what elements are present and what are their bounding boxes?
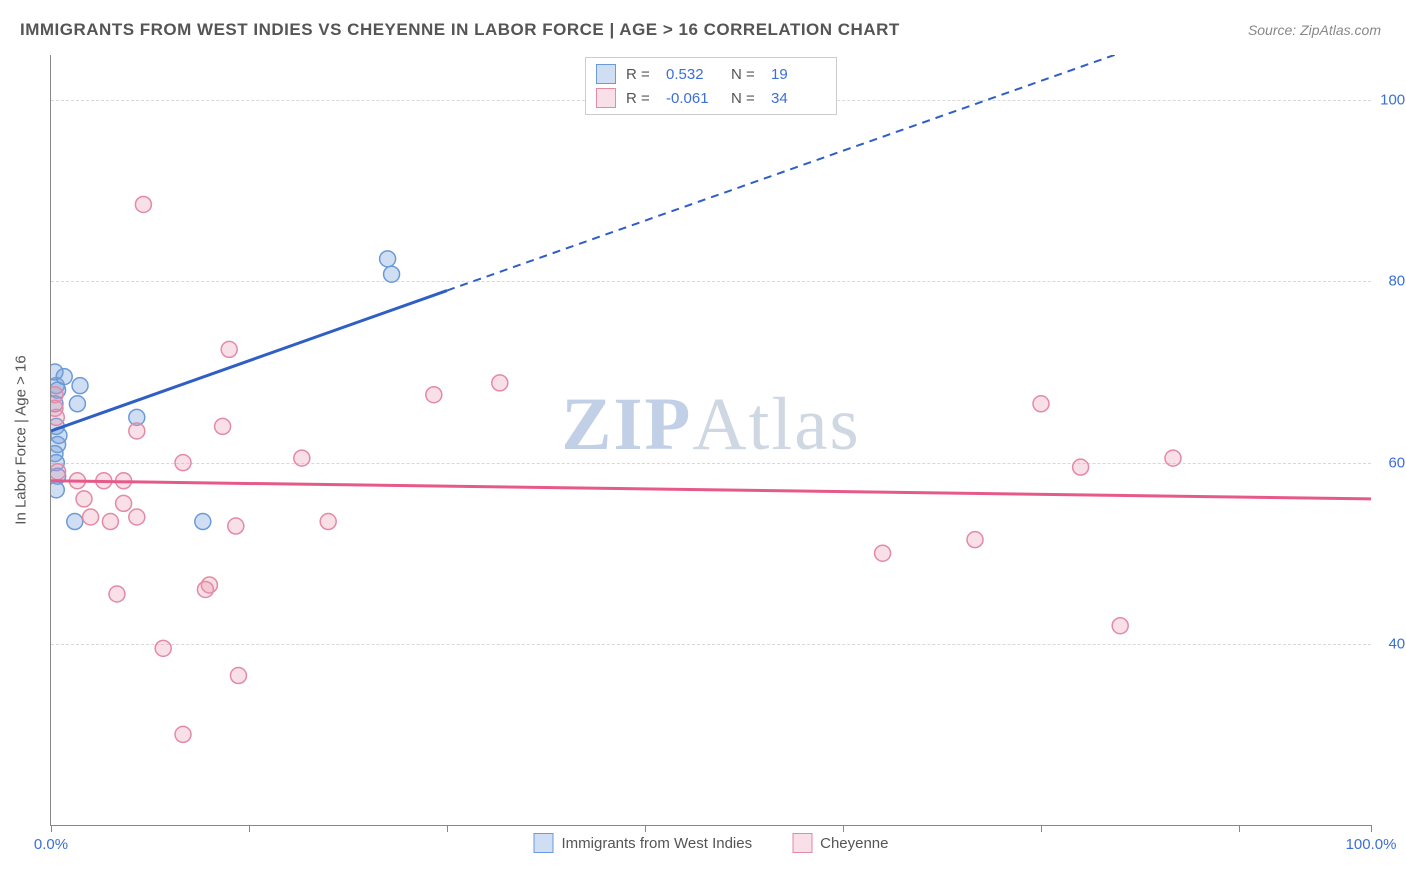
y-tick-label: 40.0% (1376, 635, 1406, 652)
data-point (109, 586, 125, 602)
data-point (1112, 618, 1128, 634)
data-point (116, 495, 132, 511)
trend-line (51, 481, 1371, 499)
data-point (56, 369, 72, 385)
data-point (320, 514, 336, 530)
y-axis-label: In Labor Force | Age > 16 (13, 355, 30, 524)
legend-n-label: N = (731, 90, 761, 107)
data-point (1165, 450, 1181, 466)
legend-swatch (534, 833, 554, 853)
data-point (197, 581, 213, 597)
data-point (215, 418, 231, 434)
data-point (51, 409, 64, 425)
data-point (175, 455, 191, 471)
legend-correlation-box: R = 0.532 N = 19 R = -0.061 N = 34 (585, 57, 837, 115)
x-tick (645, 825, 646, 832)
data-point (102, 514, 118, 530)
legend-r-value: -0.061 (666, 90, 721, 107)
data-point (294, 450, 310, 466)
data-point (875, 545, 891, 561)
legend-r-label: R = (626, 90, 656, 107)
x-tick (249, 825, 250, 832)
legend-series-item: Immigrants from West Indies (534, 833, 753, 853)
y-tick-label: 60.0% (1376, 454, 1406, 471)
y-tick-label: 80.0% (1376, 273, 1406, 290)
data-point (129, 509, 145, 525)
data-point (175, 726, 191, 742)
legend-series-item: Cheyenne (792, 833, 888, 853)
x-tick (51, 825, 52, 832)
source-attribution: Source: ZipAtlas.com (1248, 22, 1381, 38)
x-tick (447, 825, 448, 832)
legend-series-label: Cheyenne (820, 835, 888, 852)
scatter-plot-svg (51, 55, 1371, 825)
trend-line (51, 291, 447, 431)
data-point (228, 518, 244, 534)
data-point (76, 491, 92, 507)
data-point (69, 396, 85, 412)
x-axis-max-label: 100.0% (1346, 836, 1397, 853)
data-point (67, 514, 83, 530)
data-point (380, 251, 396, 267)
legend-r-label: R = (626, 66, 656, 83)
data-point (1073, 459, 1089, 475)
data-point (51, 482, 64, 498)
legend-r-value: 0.532 (666, 66, 721, 83)
x-axis-min-label: 0.0% (34, 836, 68, 853)
legend-swatch (792, 833, 812, 853)
data-point (230, 668, 246, 684)
chart-title: IMMIGRANTS FROM WEST INDIES VS CHEYENNE … (20, 20, 900, 40)
legend-swatch (596, 88, 616, 108)
legend-n-value: 34 (771, 90, 826, 107)
data-point (967, 532, 983, 548)
legend-series-label: Immigrants from West Indies (562, 835, 753, 852)
data-point (426, 387, 442, 403)
data-point (83, 509, 99, 525)
x-tick (1239, 825, 1240, 832)
x-tick (1041, 825, 1042, 832)
chart-plot-area: In Labor Force | Age > 16 ZIPAtlas 40.0%… (50, 55, 1371, 826)
legend-swatch (596, 64, 616, 84)
legend-n-value: 19 (771, 66, 826, 83)
data-point (129, 423, 145, 439)
data-point (221, 341, 237, 357)
legend-series: Immigrants from West Indies Cheyenne (534, 833, 889, 853)
data-point (72, 378, 88, 394)
data-point (155, 640, 171, 656)
data-point (51, 464, 66, 480)
y-tick-label: 100.0% (1376, 92, 1406, 109)
legend-correlation-row: R = -0.061 N = 34 (596, 86, 826, 110)
data-point (492, 375, 508, 391)
x-tick (843, 825, 844, 832)
data-point (384, 266, 400, 282)
data-point (1033, 396, 1049, 412)
data-point (135, 196, 151, 212)
legend-n-label: N = (731, 66, 761, 83)
legend-correlation-row: R = 0.532 N = 19 (596, 62, 826, 86)
x-tick (1371, 825, 1372, 832)
data-point (195, 514, 211, 530)
